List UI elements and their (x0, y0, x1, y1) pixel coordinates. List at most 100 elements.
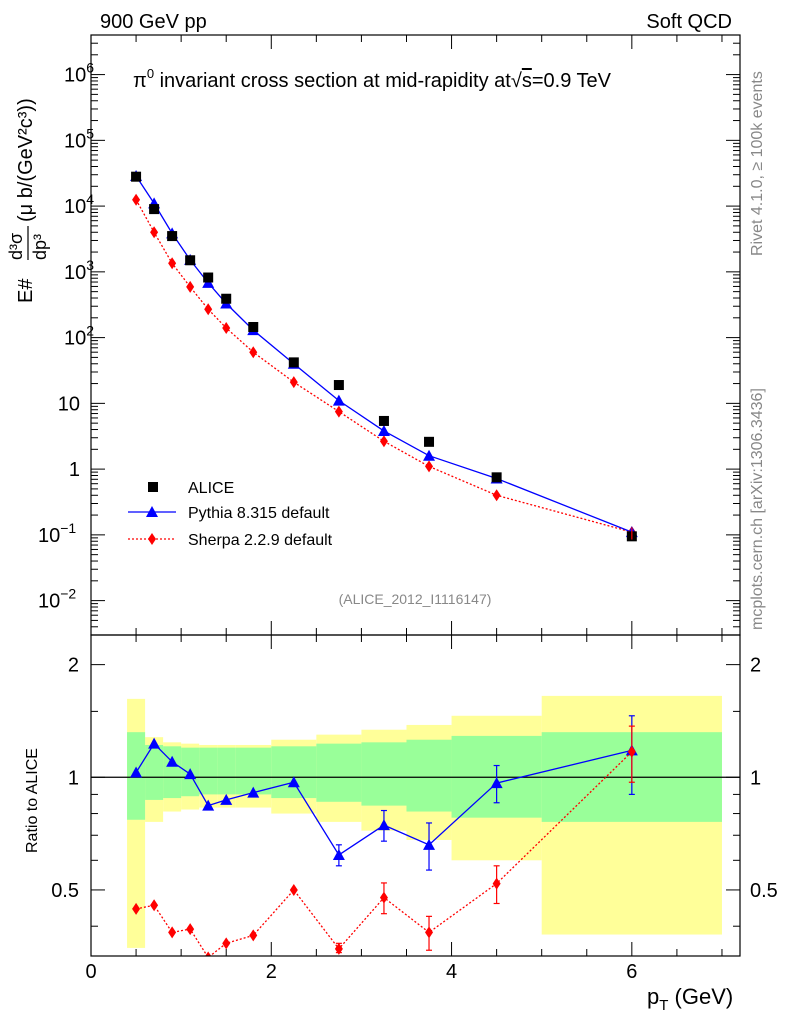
ratio-ylabel: Ratio to ALICE (24, 748, 41, 853)
alice-point (203, 272, 214, 283)
alice-point (167, 231, 178, 242)
svg-text:E#: E# (15, 278, 37, 303)
ylabel-num: d³σ (6, 233, 26, 260)
green-band-bin (406, 739, 452, 812)
sherpa-point (379, 435, 388, 448)
sherpa-ratio-point (425, 926, 434, 939)
green-band-bin (271, 746, 317, 799)
main-ytick-mantissa: 10 (64, 328, 86, 350)
sherpa-point (204, 303, 213, 316)
main-ytick-mantissa: 10 (64, 130, 86, 152)
svg-text:(μ b/(GeV²c³)): (μ b/(GeV²c³)) (15, 98, 37, 222)
sherpa-point (222, 321, 231, 334)
ratio-ytick-label-right: 0.5 (750, 880, 778, 902)
legend-label-alice: ALICE (188, 480, 234, 497)
ratio-ytick-label-right: 1 (750, 767, 761, 789)
x-axis-label: pT (GeV) (647, 984, 733, 1014)
alice-point (221, 293, 232, 304)
sherpa-point (289, 376, 298, 389)
pythia-ratio-point (148, 737, 161, 749)
alice-point (149, 204, 160, 215)
title-text2: =0.9 TeV (532, 70, 612, 92)
title-pi: π (133, 70, 147, 92)
ratio-plot-frame (90, 634, 741, 957)
main-ylabel: E# d³σ dp³ (μ b/(GeV²c³)) (6, 98, 50, 303)
main-ytick-exponent: −2 (60, 586, 76, 602)
green-band-bin (217, 747, 236, 795)
alice-point (248, 321, 259, 332)
pythia-point (377, 424, 390, 436)
sherpa-ratio-point (249, 929, 258, 942)
xlabel-p: p (647, 984, 659, 1009)
alice-point (333, 380, 344, 391)
sherpa-point (425, 460, 434, 473)
sherpa-point (334, 405, 343, 418)
sherpa-point (492, 489, 501, 502)
legend-marker-alice (148, 482, 158, 492)
main-ytick-label: 103 (64, 257, 94, 284)
header-left: 900 GeV pp (100, 11, 207, 33)
alice-point (131, 171, 142, 182)
sherpa-ratio-point (289, 883, 298, 896)
pythia-ratio-point (166, 755, 179, 767)
main-ytick-mantissa: 10 (38, 525, 60, 547)
main-ytick-exponent: 3 (86, 257, 94, 273)
main-ytick-exponent: 6 (86, 60, 94, 76)
svg-text:d³σ: d³σ (6, 233, 26, 260)
green-band-bin (316, 743, 362, 802)
main-ytick-label: 10 (58, 393, 80, 415)
sherpa-ratio-point (492, 877, 501, 890)
mcplots-label: mcplots.cern.ch [arXiv:1306.3436] (749, 388, 766, 630)
pythia-ratio-point (377, 819, 390, 831)
alice-point (288, 357, 299, 368)
sherpa-point (150, 226, 159, 239)
main-ytick-mantissa: 10 (64, 65, 86, 87)
legend-marker-sherpa (148, 533, 156, 545)
ratio-ytick-label: 2 (68, 655, 79, 677)
sherpa-ratio-point (168, 926, 177, 939)
sherpa-ratio-point (222, 937, 231, 950)
pythia-ratio-point (202, 799, 215, 811)
main-ytick-label: 105 (64, 125, 94, 152)
xtick-label: 2 (266, 961, 277, 983)
alice-point (424, 436, 435, 447)
legend: ALICE Pythia 8.315 default Sherpa 2.2.9 … (128, 480, 333, 549)
main-ytick-mantissa: 10 (64, 196, 86, 218)
pythia-ratio-point (332, 848, 345, 860)
pythia-ratio-point (423, 838, 436, 850)
pythia-ratio-point (490, 777, 503, 789)
sherpa-ratio-point (205, 951, 212, 956)
pythia-point (332, 394, 345, 406)
ratio-ytick-label: 1 (68, 767, 79, 789)
xlabel-sub: T (659, 997, 668, 1014)
sherpa-point (249, 346, 258, 359)
sherpa-ratio-point (186, 923, 195, 936)
main-ytick-exponent: 5 (86, 125, 94, 141)
main-ytick-mantissa: 10 (64, 262, 86, 284)
pythia-ratio-point (130, 766, 143, 778)
alice-point (491, 472, 502, 483)
ylabel-E: E# (15, 278, 37, 303)
sherpa-point (168, 257, 177, 270)
green-band-bin (199, 747, 218, 795)
ylabel-den: dp³ (30, 234, 50, 260)
xtick-label: 4 (446, 961, 457, 983)
pythia-point (423, 449, 436, 461)
header-right: Soft QCD (646, 11, 732, 33)
main-ytick-exponent: 4 (86, 191, 94, 207)
sherpa-ratio-point (379, 891, 388, 904)
pythia-ratio-point (287, 776, 300, 788)
sherpa-ratio-point (150, 899, 159, 912)
main-ytick-label: 102 (64, 323, 94, 350)
green-band-bin (361, 742, 407, 806)
main-ytick-label: 10−1 (38, 520, 76, 547)
title-sqrt: √ (511, 70, 522, 92)
green-band-bin (163, 746, 182, 799)
sherpa-ratio-point (334, 942, 343, 955)
ylabel-unit: (μ b/(GeV²c³)) (15, 98, 37, 222)
sherpa-ratio-point (627, 745, 636, 758)
analysis-watermark: (ALICE_2012_I1116147) (339, 591, 492, 607)
pythia-ratio-point (184, 768, 197, 780)
title-s: s (522, 70, 532, 92)
legend-label-sherpa: Sherpa 2.2.9 default (188, 532, 333, 549)
